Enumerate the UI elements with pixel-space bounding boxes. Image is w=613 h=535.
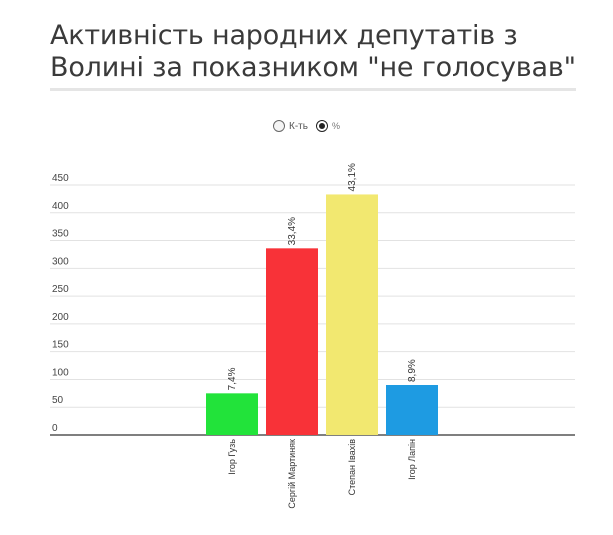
toggle-option-count[interactable]: К-ть [273,120,308,132]
data-label: 8,9% [407,359,418,382]
x-tick-label: Сергій Мартиняк [287,439,297,509]
data-label: 43,1% [347,163,358,191]
y-tick-label: 400 [52,201,69,212]
y-tick-label: 450 [52,173,69,184]
bar [206,393,258,435]
y-tick-label: 350 [52,229,69,240]
radio-unchecked-icon[interactable] [273,120,286,132]
toggle-option-count-label: К-ть [289,120,308,132]
bar [386,385,438,435]
chart-title-line-1: Активність народних депутатів з [50,20,518,51]
radio-checked-icon[interactable] [315,120,328,132]
y-tick-label: 100 [52,367,69,378]
x-tick-label: Ігор Лапін [407,439,417,480]
y-tick-label: 250 [52,284,69,295]
bar [266,248,318,435]
bar [326,194,378,435]
y-tick-label: 200 [52,312,69,323]
x-tick-label: Ігор Гузь [227,439,237,475]
y-tick-label: 50 [52,395,64,406]
metric-toggle: К-ть % [0,120,613,132]
chart-title-line-2: Волині за показником "не голосував" [50,52,576,83]
data-label: 7,4% [227,367,238,390]
y-tick-label: 0 [52,423,58,434]
toggle-option-percent[interactable]: % [315,120,340,132]
y-tick-label: 300 [52,256,69,267]
toggle-option-percent-label: % [331,121,340,131]
chart-title: Активність народних депутатів з Волині з… [50,20,590,84]
y-tick-label: 150 [52,340,69,351]
title-divider [50,88,576,91]
data-label: 33,4% [287,217,298,245]
x-tick-label: Степан Івахів [347,439,357,496]
